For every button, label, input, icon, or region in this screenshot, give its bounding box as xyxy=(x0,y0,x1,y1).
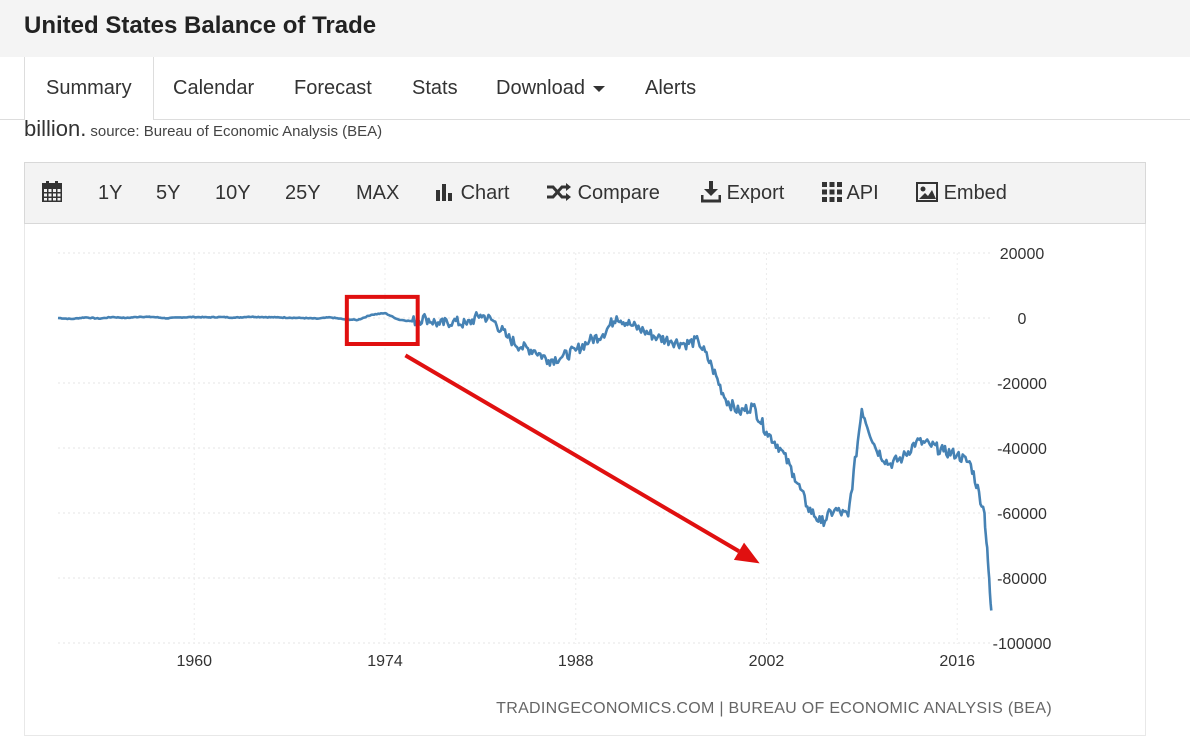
tab-calendar-label: Calendar xyxy=(173,77,255,99)
tab-stats[interactable]: Stats xyxy=(412,57,458,119)
export-label: Export xyxy=(726,182,785,204)
chart-toolbar: 1Y 5Y 10Y 25Y MAX Chart Compare Export A… xyxy=(24,162,1146,224)
chart-grid xyxy=(58,252,990,644)
compare-label: Compare xyxy=(577,182,660,204)
x-tick-label: 2002 xyxy=(749,653,785,670)
x-tick-label: 1960 xyxy=(176,653,212,670)
x-axis: 1960 1974 1988 2002 2016 xyxy=(176,653,975,670)
x-tick-label: 1974 xyxy=(367,653,403,670)
calendar-icon[interactable] xyxy=(41,163,63,223)
tab-alerts-label: Alerts xyxy=(645,77,697,99)
intro-text: billion. source: Bureau of Economic Analy… xyxy=(24,116,382,142)
range-1y-button[interactable]: 1Y xyxy=(98,182,123,204)
tab-alerts[interactable]: Alerts xyxy=(645,57,696,119)
export-button[interactable]: Export xyxy=(700,163,785,223)
tab-calendar[interactable]: Calendar xyxy=(173,57,254,119)
source-note: source: Bureau of Economic Analysis (BEA… xyxy=(90,123,383,140)
range-max-button[interactable]: MAX xyxy=(356,182,400,204)
y-tick-label: 0 xyxy=(1018,311,1027,328)
y-tick-label: -40000 xyxy=(997,441,1047,458)
tab-download-label: Download xyxy=(496,77,585,99)
highlight-box xyxy=(344,294,420,346)
tab-stats-label: Stats xyxy=(412,77,458,99)
tab-summary-label: Summary xyxy=(46,77,132,99)
tab-forecast-label: Forecast xyxy=(294,77,372,99)
chart-frame xyxy=(24,224,1146,736)
tab-summary[interactable]: Summary xyxy=(24,57,154,120)
compare-button[interactable]: Compare xyxy=(546,163,660,223)
range-5y-button[interactable]: 5Y xyxy=(156,182,181,204)
chart-type-button[interactable]: Chart xyxy=(435,163,509,223)
trend-arrow xyxy=(404,353,740,553)
y-tick-label: -60000 xyxy=(997,506,1047,523)
grid-icon xyxy=(822,181,842,202)
shuffle-icon xyxy=(547,182,571,201)
y-axis: 20000 0 -20000 -40000 -60000 -80000 -100000 xyxy=(993,246,1052,653)
y-tick-label: -80000 xyxy=(997,571,1047,588)
trade-balance-chart: 20000 0 -20000 -40000 -60000 -80000 -100000 19… xyxy=(57,246,1052,717)
tab-forecast[interactable]: Forecast xyxy=(294,57,372,119)
y-tick-label: -20000 xyxy=(997,376,1047,393)
api-button[interactable]: API xyxy=(822,163,879,223)
page-title: United States Balance of Trade xyxy=(24,12,377,39)
bar-chart-icon xyxy=(436,183,452,201)
embed-label: Embed xyxy=(943,182,1007,204)
api-label: API xyxy=(846,182,879,204)
caret-down-icon xyxy=(592,85,605,92)
chart-type-label: Chart xyxy=(460,182,510,204)
tab-bar: Summary Calendar Forecast Stats Download… xyxy=(0,57,1190,120)
image-icon xyxy=(916,181,938,202)
range-25y-button[interactable]: 25Y xyxy=(285,182,321,204)
x-tick-label: 1988 xyxy=(558,653,594,670)
y-tick-label: -100000 xyxy=(993,636,1052,653)
trade-balance-line xyxy=(57,311,993,611)
top-bar: United States Balance of Trade xyxy=(0,0,1190,58)
chart-credit: TRADINGECONOMICS.COM | BUREAU OF ECONOMI… xyxy=(496,700,1052,717)
x-tick-label: 2016 xyxy=(939,653,975,670)
y-tick-label: 20000 xyxy=(1000,246,1045,263)
download-icon xyxy=(700,180,722,203)
intro-fragment: billion. xyxy=(24,116,87,141)
range-10y-button[interactable]: 10Y xyxy=(215,182,251,204)
trend-arrow-head xyxy=(733,542,760,564)
tab-download[interactable]: Download xyxy=(496,57,605,119)
embed-button[interactable]: Embed xyxy=(916,163,1007,223)
